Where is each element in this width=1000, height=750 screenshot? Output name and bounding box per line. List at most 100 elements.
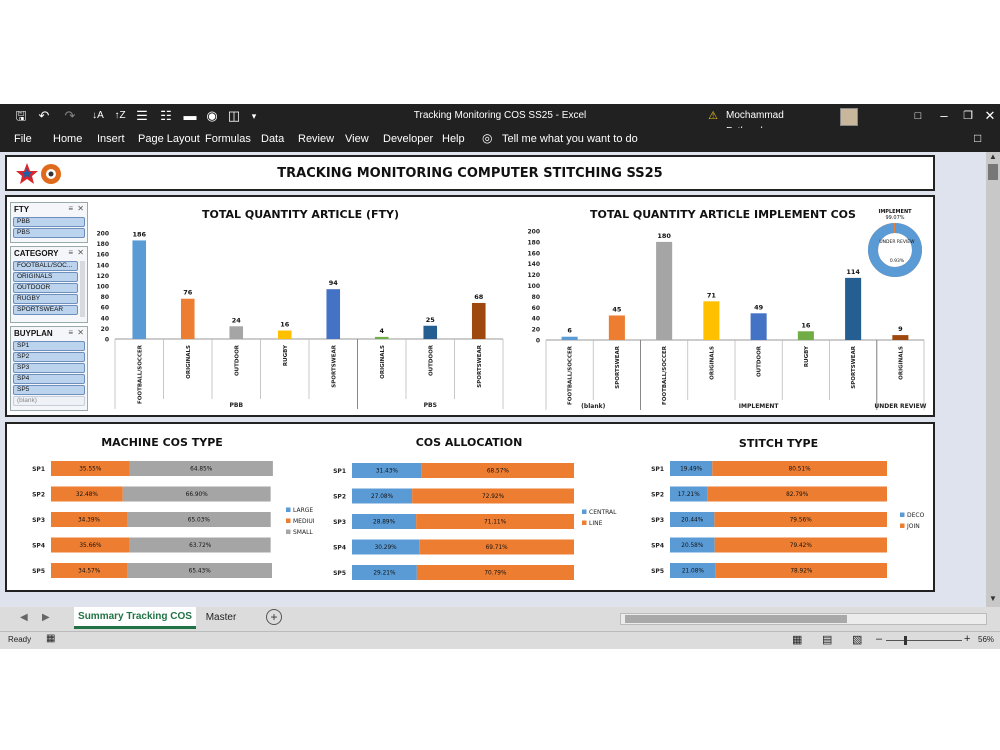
slicer-item[interactable]: PBB xyxy=(13,217,85,227)
save-icon[interactable]: 🖫 xyxy=(15,108,27,123)
zoom-slider-thumb[interactable] xyxy=(904,636,907,645)
clear-filter-icon[interactable]: ✕ xyxy=(77,248,84,257)
scroll-down-icon[interactable]: ▼ xyxy=(989,594,997,603)
y-tick-label: 20 xyxy=(101,326,109,333)
sort-ascending-icon[interactable]: ↓A xyxy=(92,110,104,121)
chart-fty-card[interactable]: TOTAL QUANTITY ARTICLE (FTY) 0 20 40 60 80 10… xyxy=(93,200,508,413)
clear-filter-icon[interactable]: ✕ xyxy=(77,328,84,337)
menu-file[interactable]: File xyxy=(14,133,32,145)
menu-formulas[interactable]: Formulas xyxy=(205,133,251,145)
worksheet[interactable]: TRACKING MONITORING COMPUTER STITCHING S… xyxy=(0,152,986,607)
customize-toolbar-icon[interactable]: ▾ xyxy=(251,111,257,121)
minimize-icon[interactable]: – xyxy=(940,108,948,123)
restore-icon[interactable]: ❐ xyxy=(963,110,973,122)
zoom-out-icon[interactable]: – xyxy=(876,633,883,645)
slicer-item[interactable]: SP3 xyxy=(13,363,85,373)
menu-home[interactable]: Home xyxy=(53,133,83,145)
category-label: SPORTSWEAR xyxy=(477,344,483,387)
scroll-up-icon[interactable]: ▲ xyxy=(989,152,997,161)
chart-implement-card[interactable]: TOTAL QUANTITY ARTICLE IMPLEMENT COS 0 20… xyxy=(516,200,930,413)
bar-segment xyxy=(129,461,273,476)
zoom-level[interactable]: 56% xyxy=(978,635,995,644)
slicer-item[interactable]: SP2 xyxy=(13,352,85,362)
menu-data[interactable]: Data xyxy=(261,133,285,145)
menu-insert[interactable]: Insert xyxy=(97,133,125,145)
data-label: 78.92% xyxy=(790,569,813,575)
chart-implement[interactable]: 0 20 40 60 80 100 120 140 160 180 200 6 FOOTBALL/SOC… xyxy=(516,200,930,413)
align-icon[interactable]: ☰ xyxy=(136,108,148,123)
slicer-item[interactable]: SP1 xyxy=(13,341,85,351)
chart-machine-cos-type[interactable]: SP1 35.55% 64.85% SP2 32.48% 66.90% SP3 34.39% 6… xyxy=(10,428,314,586)
distribute-icon[interactable]: ▬ xyxy=(183,108,197,123)
multi-select-icon[interactable]: ≡ xyxy=(68,204,73,213)
slicer-title: FTY xyxy=(14,205,30,214)
slicer-item[interactable]: ORIGINALS xyxy=(13,272,78,282)
slicer-item[interactable]: SP5 xyxy=(13,385,85,395)
menu-review[interactable]: Review xyxy=(298,133,335,145)
multi-select-icon[interactable]: ≡ xyxy=(68,248,73,257)
chart-stitch-card[interactable]: STITCH TYPE SP1 19.49% 80.51% SP2 17.21% 82.7… xyxy=(626,428,931,586)
camera-icon[interactable]: ◉ xyxy=(206,108,218,123)
data-label: 34.39% xyxy=(78,518,101,524)
slicer-item[interactable]: SP4 xyxy=(13,374,85,384)
slicer-item[interactable]: PBS xyxy=(13,228,85,238)
chart-stitch-type[interactable]: SP1 19.49% 80.51% SP2 17.21% 82.79% SP3 20.44% 7… xyxy=(626,428,931,586)
redo-icon[interactable]: ↷ xyxy=(64,108,76,123)
menu-help[interactable]: Help xyxy=(442,133,465,145)
slicer-item[interactable]: FOOTBALL/SOC... xyxy=(13,261,78,271)
slicer-item[interactable]: SPORTSWEAR xyxy=(13,305,78,315)
horizontal-scrollbar[interactable] xyxy=(620,613,987,625)
status-bar: Ready ▦ ▦ ▤ ▧ – + 56% xyxy=(0,631,1000,649)
multi-select-icon[interactable]: ≡ xyxy=(68,328,73,337)
menu-page-layout[interactable]: Page Layout xyxy=(138,133,200,145)
vertical-scrollbar[interactable]: ▲ ▼ xyxy=(986,152,1000,607)
chart-cos-allocation[interactable]: SP1 31.43% 68.57% SP2 27.08% 72.92% SP3 28.89% 7… xyxy=(318,428,620,586)
comments-icon[interactable]: □ xyxy=(974,131,982,145)
bar-segment xyxy=(421,463,574,478)
slicer-scrollbar[interactable] xyxy=(80,261,85,317)
data-label: 65.03% xyxy=(188,518,211,524)
tab-summary-tracking-cos[interactable]: Summary Tracking COS xyxy=(74,607,196,629)
scroll-thumb[interactable] xyxy=(988,164,998,180)
slicer-fty[interactable]: FTY ≡ ✕ PBB PBS xyxy=(10,202,88,243)
legend-label: LARGE xyxy=(293,507,313,514)
print-preview-icon[interactable]: ◫ xyxy=(227,108,241,123)
tab-prev-icon[interactable]: ◀ xyxy=(20,612,28,623)
menu-view[interactable]: View xyxy=(345,133,369,145)
avatar[interactable] xyxy=(840,108,858,126)
ribbon-display-icon[interactable]: □ xyxy=(914,110,922,122)
slicer-category[interactable]: CATEGORY ≡ ✕ FOOTBALL/SOC... ORIGINALS O… xyxy=(10,246,88,323)
zoom-in-icon[interactable]: + xyxy=(964,633,971,645)
normal-view-icon[interactable]: ▦ xyxy=(792,634,803,646)
y-tick-label: 180 xyxy=(96,241,109,248)
bar-segment xyxy=(129,537,271,553)
undo-icon[interactable]: ↶ xyxy=(38,108,50,123)
columns-icon[interactable]: ☷ xyxy=(160,108,172,123)
chart-fty[interactable]: 0 20 40 60 80 100 120 140 160 180 200 186 FOOTBALL/S… xyxy=(93,200,508,413)
tell-me-search[interactable]: Tell me what you want to do xyxy=(502,133,638,145)
y-tick-label: 20 xyxy=(532,327,540,334)
data-label: 68.57% xyxy=(487,469,510,475)
h-scroll-thumb[interactable] xyxy=(625,615,847,623)
chart-machine-card[interactable]: MACHINE COS TYPE SP1 35.55% 64.85% SP2 32.48… xyxy=(10,428,314,586)
tab-next-icon[interactable]: ▶ xyxy=(42,612,50,623)
chart-allocation-card[interactable]: COS ALLOCATION SP1 31.43% 68.57% SP2 27.08% 7… xyxy=(318,428,620,586)
macro-record-icon[interactable]: ▦ xyxy=(46,633,56,644)
legend-swatch xyxy=(582,509,587,514)
page-layout-view-icon[interactable]: ▤ xyxy=(822,634,833,646)
sort-descending-icon[interactable]: ↑Z xyxy=(114,110,126,121)
slicer-item[interactable]: OUTDOOR xyxy=(13,283,78,293)
slicer-item[interactable]: (blank) xyxy=(13,396,85,406)
page-break-view-icon[interactable]: ▧ xyxy=(852,634,863,646)
slicer-item[interactable]: RUGBY xyxy=(13,294,78,304)
slicer-buyplan[interactable]: BUYPLAN ≡ ✕ SP1 SP2 SP3 SP4 SP5 (blank) xyxy=(10,326,88,411)
clear-filter-icon[interactable]: ✕ xyxy=(77,204,84,213)
bar xyxy=(608,315,625,340)
add-sheet-icon[interactable]: + xyxy=(266,609,282,625)
tab-master[interactable]: Master xyxy=(205,612,237,623)
menu-developer[interactable]: Developer xyxy=(383,133,434,145)
group-label: UNDER REVIEW xyxy=(874,403,926,410)
close-icon[interactable]: ✕ xyxy=(984,108,996,123)
zoom-slider[interactable] xyxy=(886,636,962,645)
y-tick-label: 80 xyxy=(532,294,540,301)
